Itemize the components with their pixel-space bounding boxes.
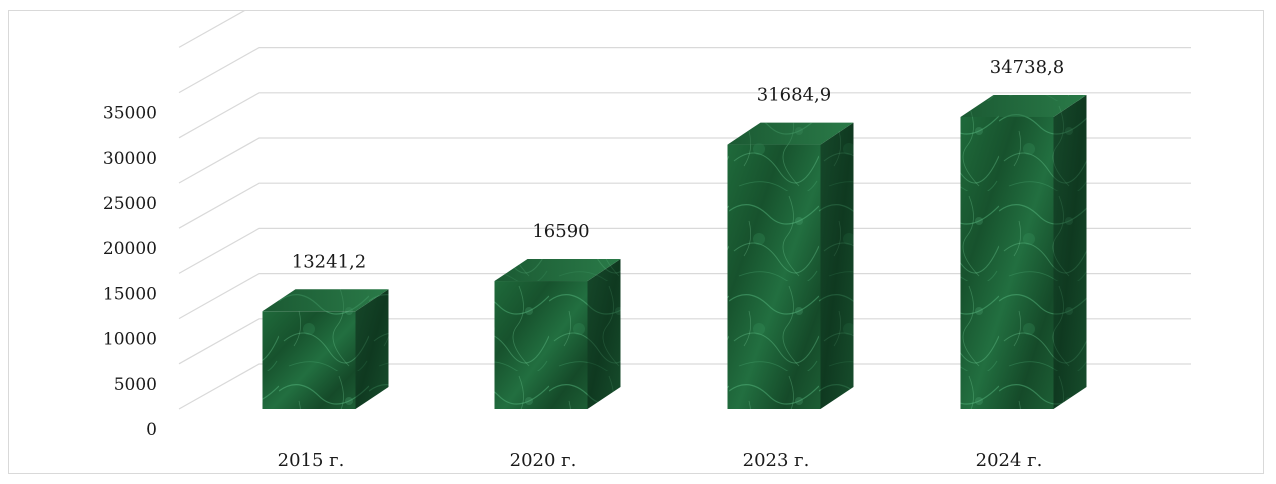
bar-top-texture — [727, 122, 854, 145]
bar-side-texture — [355, 289, 389, 409]
bar-front-texture — [494, 281, 588, 409]
data-label: 31684,9 — [757, 85, 831, 106]
bar-front-texture — [960, 116, 1054, 410]
y-tick-label: 35000 — [103, 104, 157, 124]
chart-frame: 0 5000 10000 15000 20000 25000 30000 35000 1324… — [8, 1, 1264, 474]
bar-side-texture — [587, 259, 621, 409]
category-label: 2023 г. — [743, 450, 810, 471]
data-label: 16590 — [532, 221, 589, 242]
y-tick-label: 20000 — [103, 239, 157, 259]
bar-front-texture — [727, 144, 821, 410]
y-tick-label: 5000 — [114, 375, 157, 395]
y-tick-label: 30000 — [103, 149, 157, 169]
gridline — [178, 137, 1191, 184]
gridline — [178, 182, 1191, 229]
bar-chart: 0 5000 10000 15000 20000 25000 30000 35000 1324… — [103, 1, 1191, 471]
bar — [494, 259, 621, 409]
bar — [960, 94, 1087, 410]
bars — [262, 94, 1087, 410]
gridline — [178, 227, 1191, 274]
bar — [262, 289, 389, 409]
bar-side-texture — [1053, 94, 1087, 410]
gridline — [178, 363, 1191, 410]
y-tick-label: 10000 — [103, 330, 157, 350]
data-label: 34738,8 — [990, 57, 1064, 78]
bar-top-texture — [262, 289, 389, 312]
data-labels: 13241,2 16590 31684,9 34738,8 — [292, 57, 1064, 272]
y-tick-label: 15000 — [103, 284, 157, 304]
gridline — [178, 92, 1191, 139]
y-tick-label: 0 — [146, 420, 157, 440]
bar — [727, 122, 854, 410]
y-tick-label: 25000 — [103, 194, 157, 214]
bar-side-texture — [820, 122, 854, 409]
bar-top-texture — [494, 259, 621, 282]
bar-front-texture — [262, 311, 356, 409]
x-axis-category-labels: 2015 г. 2020 г. 2023 г. 2024 г. — [278, 450, 1043, 471]
data-label: 13241,2 — [292, 251, 366, 272]
bar-top-texture — [960, 94, 1087, 117]
gridline — [178, 1, 1191, 48]
category-label: 2015 г. — [278, 450, 345, 471]
category-label: 2024 г. — [976, 450, 1043, 471]
gridline — [178, 318, 1191, 365]
category-label: 2020 г. — [510, 450, 577, 471]
gridline — [178, 46, 1191, 94]
y-axis-tick-labels: 0 5000 10000 15000 20000 25000 30000 35000 — [103, 104, 157, 440]
gridline — [178, 273, 1191, 320]
